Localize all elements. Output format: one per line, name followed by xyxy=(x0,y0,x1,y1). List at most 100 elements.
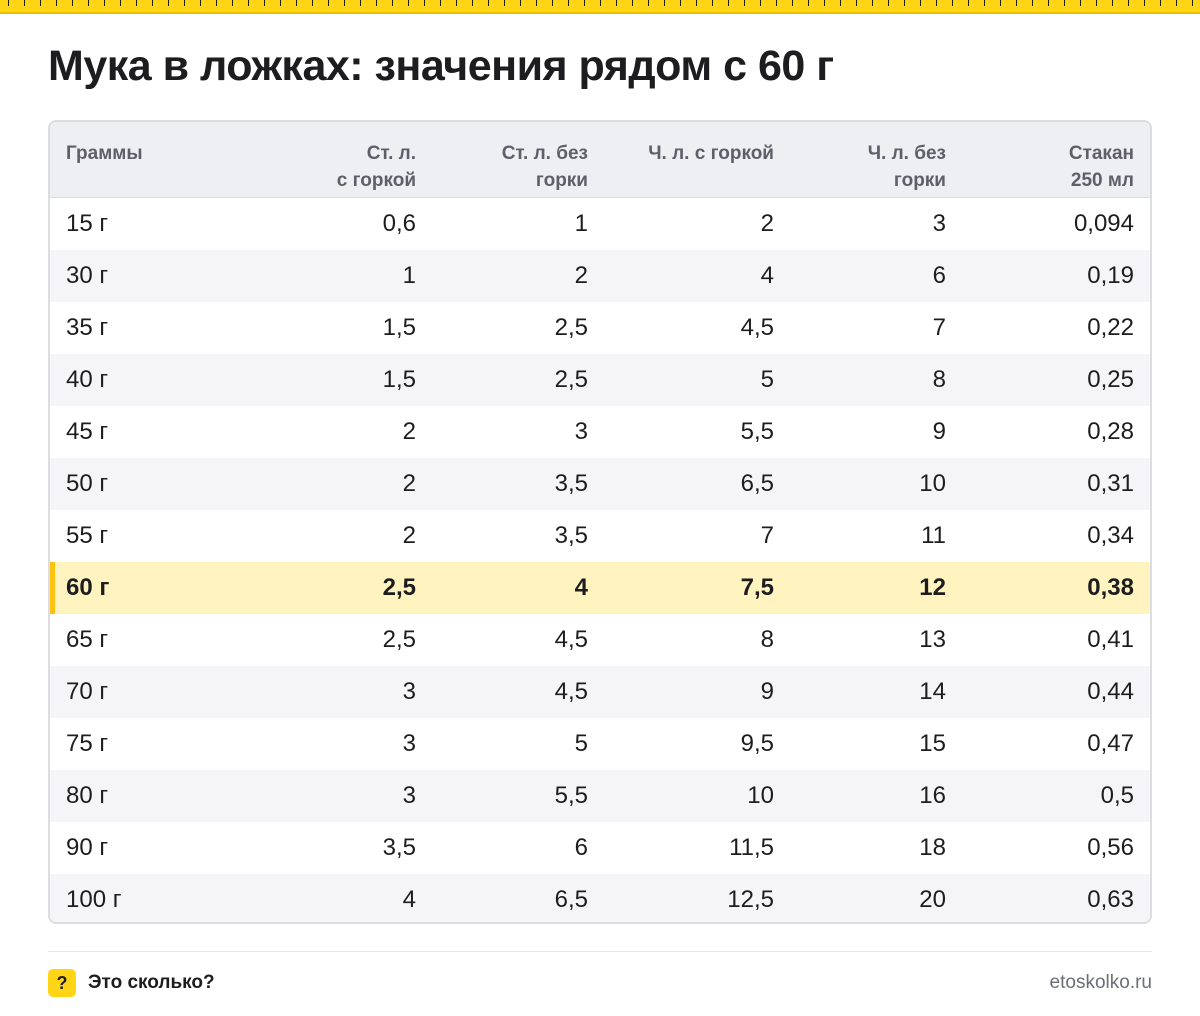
cell-tsp-heaped: 9 xyxy=(760,678,774,705)
cell-tbsp-heaped: 2 xyxy=(402,418,416,445)
cell-tbsp-level: 6 xyxy=(574,834,588,861)
cell-tbsp-heaped: 3 xyxy=(402,678,416,705)
cell-tsp-heaped: 9,5 xyxy=(740,730,774,757)
table-row-highlighted: 60 г 2,5 4 7,5 12 0,38 xyxy=(50,562,1150,614)
table-row: 35 г 1,5 2,5 4,5 7 0,22 xyxy=(50,302,1150,354)
table-row: 15 г 0,6 1 2 3 0,094 xyxy=(50,198,1150,250)
cell-tsp-heaped: 5,5 xyxy=(740,418,774,445)
cell-tbsp-heaped: 3 xyxy=(402,782,416,809)
cell-tbsp-level: 1 xyxy=(574,210,588,237)
cell-grams: 15 г xyxy=(66,210,109,237)
cell-cup-250ml: 0,28 xyxy=(1087,418,1134,445)
header-tbsp-level: Ст. л. без горки xyxy=(501,143,588,191)
table-row: 90 г 3,5 6 11,5 18 0,56 xyxy=(50,822,1150,874)
cell-tsp-heaped: 8 xyxy=(760,626,774,653)
cell-tbsp-level: 3,5 xyxy=(554,470,588,497)
cell-tsp-heaped: 4,5 xyxy=(740,314,774,341)
cell-tsp-heaped: 12,5 xyxy=(727,886,774,913)
cell-tbsp-level: 4 xyxy=(574,574,588,601)
cell-tbsp-heaped: 4 xyxy=(402,886,416,913)
page-title: Мука в ложках: значения рядом с 60 г xyxy=(48,42,834,90)
cell-tsp-level: 7 xyxy=(932,314,946,341)
header-tbsp-heaped: Ст. л. с горкой xyxy=(336,143,416,191)
cell-grams: 50 г xyxy=(66,470,109,497)
cell-tsp-heaped: 11,5 xyxy=(729,834,774,861)
cell-tsp-level: 8 xyxy=(932,366,946,393)
cell-cup-250ml: 0,44 xyxy=(1087,678,1134,705)
cell-tsp-level: 18 xyxy=(919,834,946,861)
cell-tbsp-heaped: 2 xyxy=(402,522,416,549)
site-url[interactable]: etoskolko.ru xyxy=(1049,972,1152,993)
cell-tsp-level: 6 xyxy=(932,262,946,289)
cell-grams: 90 г xyxy=(66,834,109,861)
table-row: 40 г 1,5 2,5 5 8 0,25 xyxy=(50,354,1150,406)
cell-tbsp-heaped: 1,5 xyxy=(382,314,416,341)
cell-tsp-level: 9 xyxy=(932,418,946,445)
table-row: 70 г 3 4,5 9 14 0,44 xyxy=(50,666,1150,718)
footer-divider xyxy=(48,951,1152,952)
cell-tsp-level: 13 xyxy=(919,626,946,653)
header-cup-250ml: Стакан 250 мл xyxy=(1068,143,1134,191)
cell-grams: 30 г xyxy=(66,262,109,289)
cell-tbsp-heaped: 1 xyxy=(402,262,416,289)
cell-cup-250ml: 0,38 xyxy=(1087,574,1134,601)
cell-tbsp-level: 2 xyxy=(574,262,588,289)
header-tsp-heaped: Ч. л. с горкой xyxy=(648,143,774,164)
brand-logo-icon: ? xyxy=(48,969,76,997)
cell-tsp-level: 10 xyxy=(919,470,946,497)
brand-name: Это сколько? xyxy=(88,972,215,993)
header-tsp-level: Ч. л. без горки xyxy=(867,143,946,191)
cell-tbsp-heaped: 2,5 xyxy=(382,574,416,601)
cell-cup-250ml: 0,47 xyxy=(1087,730,1134,757)
cell-cup-250ml: 0,63 xyxy=(1087,886,1134,913)
table-header: Граммы Ст. л. с горкой Ст. л. без горки … xyxy=(50,122,1150,198)
header-grams: Граммы xyxy=(66,143,143,164)
cell-grams: 40 г xyxy=(66,366,109,393)
cell-tbsp-level: 3,5 xyxy=(554,522,588,549)
cell-tsp-heaped: 4 xyxy=(760,262,774,289)
table-row: 80 г 3 5,5 10 16 0,5 xyxy=(50,770,1150,822)
cell-grams: 65 г xyxy=(66,626,109,653)
cell-tsp-level: 12 xyxy=(919,574,946,601)
cell-tsp-level: 16 xyxy=(919,782,946,809)
cell-grams: 70 г xyxy=(66,678,109,705)
cell-tbsp-heaped: 1,5 xyxy=(382,366,416,393)
cell-tbsp-heaped: 2 xyxy=(402,470,416,497)
cell-tbsp-level: 2,5 xyxy=(554,366,588,393)
cell-tbsp-level: 5,5 xyxy=(554,782,588,809)
cell-tbsp-heaped: 3,5 xyxy=(382,834,416,861)
cell-tbsp-heaped: 2,5 xyxy=(382,626,416,653)
cell-cup-250ml: 0,56 xyxy=(1087,834,1134,861)
cell-tbsp-heaped: 0,6 xyxy=(382,210,416,237)
table-row: 45 г 2 3 5,5 9 0,28 xyxy=(50,406,1150,458)
cell-tsp-level: 15 xyxy=(919,730,946,757)
cell-grams: 75 г xyxy=(66,730,109,757)
cell-cup-250ml: 0,31 xyxy=(1087,470,1134,497)
cell-tsp-heaped: 5 xyxy=(760,366,774,393)
cell-cup-250ml: 0,34 xyxy=(1087,522,1134,549)
cell-tbsp-heaped: 3 xyxy=(402,730,416,757)
cell-tbsp-level: 4,5 xyxy=(554,626,588,653)
table-row: 75 г 3 5 9,5 15 0,47 xyxy=(50,718,1150,770)
table-row: 100 г 4 6,5 12,5 20 0,63 xyxy=(50,874,1150,922)
cell-tbsp-level: 4,5 xyxy=(554,678,588,705)
cell-grams: 55 г xyxy=(66,522,109,549)
cell-tbsp-level: 3 xyxy=(574,418,588,445)
cell-cup-250ml: 0,41 xyxy=(1087,626,1134,653)
conversion-table: Граммы Ст. л. с горкой Ст. л. без горки … xyxy=(48,120,1152,924)
cell-grams: 60 г xyxy=(66,574,110,601)
cell-grams: 100 г xyxy=(66,886,122,913)
cell-tsp-heaped: 7,5 xyxy=(740,574,774,601)
cell-tbsp-level: 2,5 xyxy=(554,314,588,341)
table-row: 30 г 1 2 4 6 0,19 xyxy=(50,250,1150,302)
cell-tsp-heaped: 2 xyxy=(760,210,774,237)
cell-cup-250ml: 0,25 xyxy=(1087,366,1134,393)
cell-cup-250ml: 0,094 xyxy=(1073,210,1134,237)
cell-cup-250ml: 0,5 xyxy=(1100,782,1134,809)
table-row: 65 г 2,5 4,5 8 13 0,41 xyxy=(50,614,1150,666)
cell-grams: 80 г xyxy=(66,782,109,809)
cell-grams: 35 г xyxy=(66,314,109,341)
cell-tsp-heaped: 10 xyxy=(747,782,774,809)
cell-tbsp-level: 5 xyxy=(574,730,588,757)
cell-tsp-heaped: 7 xyxy=(760,522,774,549)
